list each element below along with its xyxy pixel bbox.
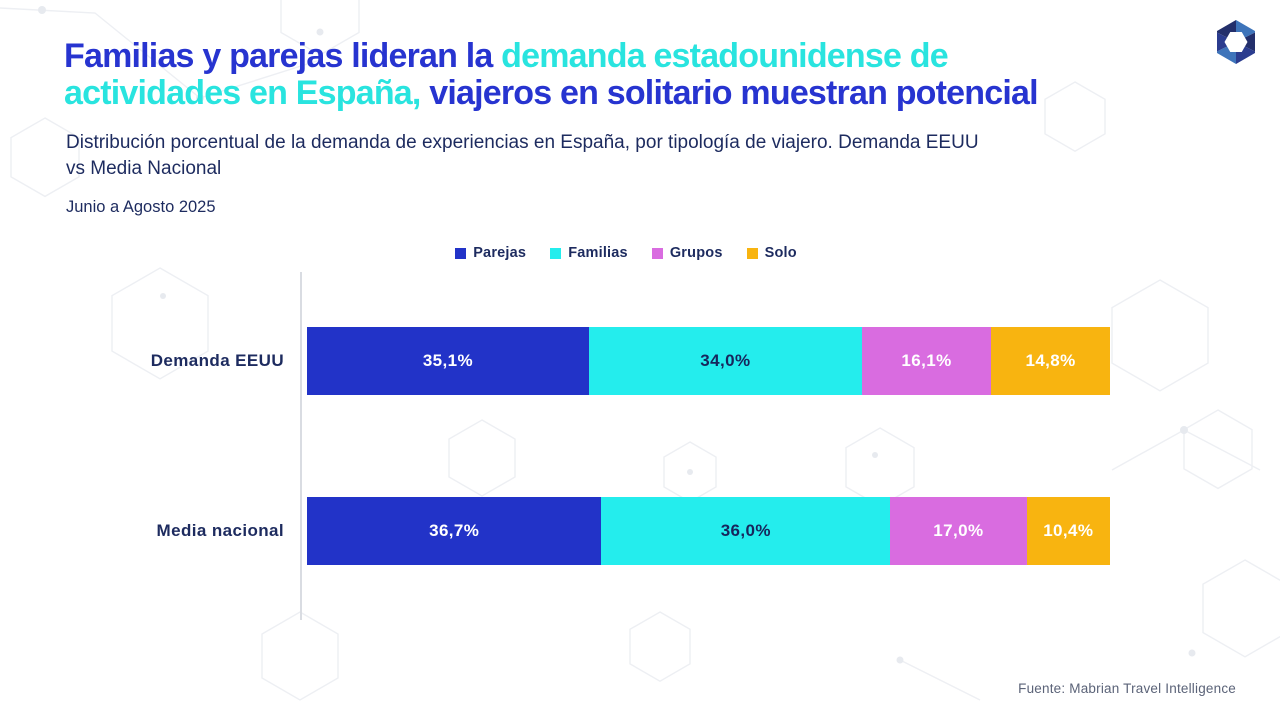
- bar-segment-parejas: 36,7%: [307, 497, 602, 565]
- legend-label: Familias: [568, 245, 628, 261]
- title-segment-cyan: demanda estadounidense de: [501, 37, 948, 75]
- title-segment-blue: viajeros en solitario muestran potencial: [420, 74, 1038, 112]
- legend-item-grupos: Grupos: [651, 245, 723, 261]
- bar-segments: 35,1% 34,0% 16,1% 14,8%: [307, 327, 1110, 395]
- bar-segment-familias: 36,0%: [601, 497, 891, 565]
- chart-legend: Parejas Familias Grupos Solo: [0, 245, 1266, 261]
- legend-label: Parejas: [473, 245, 527, 261]
- bar-segment-familias: 34,0%: [588, 327, 862, 395]
- legend-label: Grupos: [669, 245, 723, 261]
- bar-segment-grupos: 16,1%: [861, 327, 992, 395]
- legend-item-parejas: Parejas: [455, 245, 526, 261]
- legend-swatch-solo: [746, 247, 758, 259]
- legend-label: Solo: [764, 245, 797, 261]
- legend-swatch-grupos: [651, 247, 663, 259]
- legend-item-familias: Familias: [550, 245, 628, 261]
- y-axis-line: [300, 272, 302, 620]
- legend-item-solo: Solo: [746, 245, 797, 261]
- bar-segment-parejas: 35,1%: [307, 327, 589, 395]
- bar-segment-solo: 10,4%: [1026, 497, 1110, 565]
- legend-swatch-parejas: [455, 247, 467, 259]
- chart-subtitle: Distribución porcentual de la demanda de…: [66, 130, 1146, 182]
- subtitle-line: vs Media Nacional: [66, 158, 222, 179]
- period-label: Junio a Agosto 2025: [66, 198, 216, 216]
- bar-segments: 36,7% 36,0% 17,0% 10,4%: [307, 497, 1110, 565]
- category-label: Media nacional: [156, 521, 284, 540]
- legend-swatch-familias: [550, 247, 562, 259]
- bar-row-demanda-eeuu: Demanda EEUU 35,1% 34,0% 16,1% 14,8%: [0, 327, 1110, 395]
- category-label: Demanda EEUU: [150, 351, 284, 370]
- bar-segment-grupos: 17,0%: [890, 497, 1027, 565]
- bar-row-media-nacional: Media nacional 36,7% 36,0% 17,0% 10,4%: [0, 497, 1110, 565]
- source-attribution: Fuente: Mabrian Travel Intelligence: [1018, 681, 1236, 696]
- subtitle-line: Distribución porcentual de la demanda de…: [66, 132, 979, 153]
- mabrian-hexagon-logo: [1217, 20, 1255, 64]
- bar-segment-solo: 14,8%: [991, 327, 1110, 395]
